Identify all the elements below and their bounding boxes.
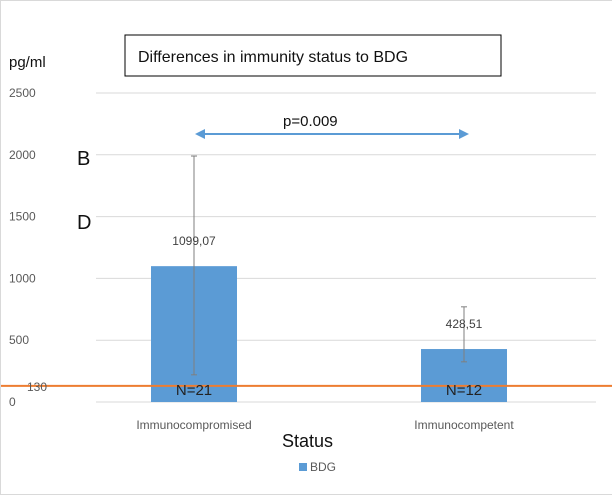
title-box (124, 34, 502, 77)
y-tick-label-500: 500 (9, 333, 29, 347)
p-value-label: p=0.009 (283, 113, 338, 130)
x-axis-title: Status (282, 431, 333, 451)
y-tick-label-1500: 1500 (9, 210, 36, 224)
data-label-immunocompetent: 428,51 (446, 317, 483, 331)
y-axis-unit: pg/ml (9, 54, 46, 71)
x-tick-label-immunocompetent: Immunocompetent (414, 418, 514, 432)
x-tick-label-immunocompromised: Immunocompromised (136, 418, 251, 432)
reference-line-label: 130 (27, 380, 47, 394)
y-tick-label-2500: 2500 (9, 86, 36, 100)
legend-swatch-bdg (299, 463, 307, 471)
n-label-immunocompetent: N=12 (446, 382, 482, 399)
n-label-immunocompromised: N=21 (176, 382, 212, 399)
y-tick-label-0: 0 (9, 395, 16, 409)
annotation-letter-d: D (77, 212, 91, 234)
annotation-letter-b: B (77, 148, 90, 170)
y-tick-label-1000: 1000 (9, 271, 36, 285)
error-bars (191, 155, 467, 376)
legend-label-bdg: BDG (310, 460, 336, 474)
data-label-immunocompromised: 1099,07 (172, 234, 216, 248)
chart-title: Differences in immunity status to BDG (138, 49, 408, 66)
labels: 0 500 1000 1500 2000 2500 130 1099,07 N=21 Immuno… (9, 86, 514, 432)
y-tick-label-2000: 2000 (9, 148, 36, 162)
